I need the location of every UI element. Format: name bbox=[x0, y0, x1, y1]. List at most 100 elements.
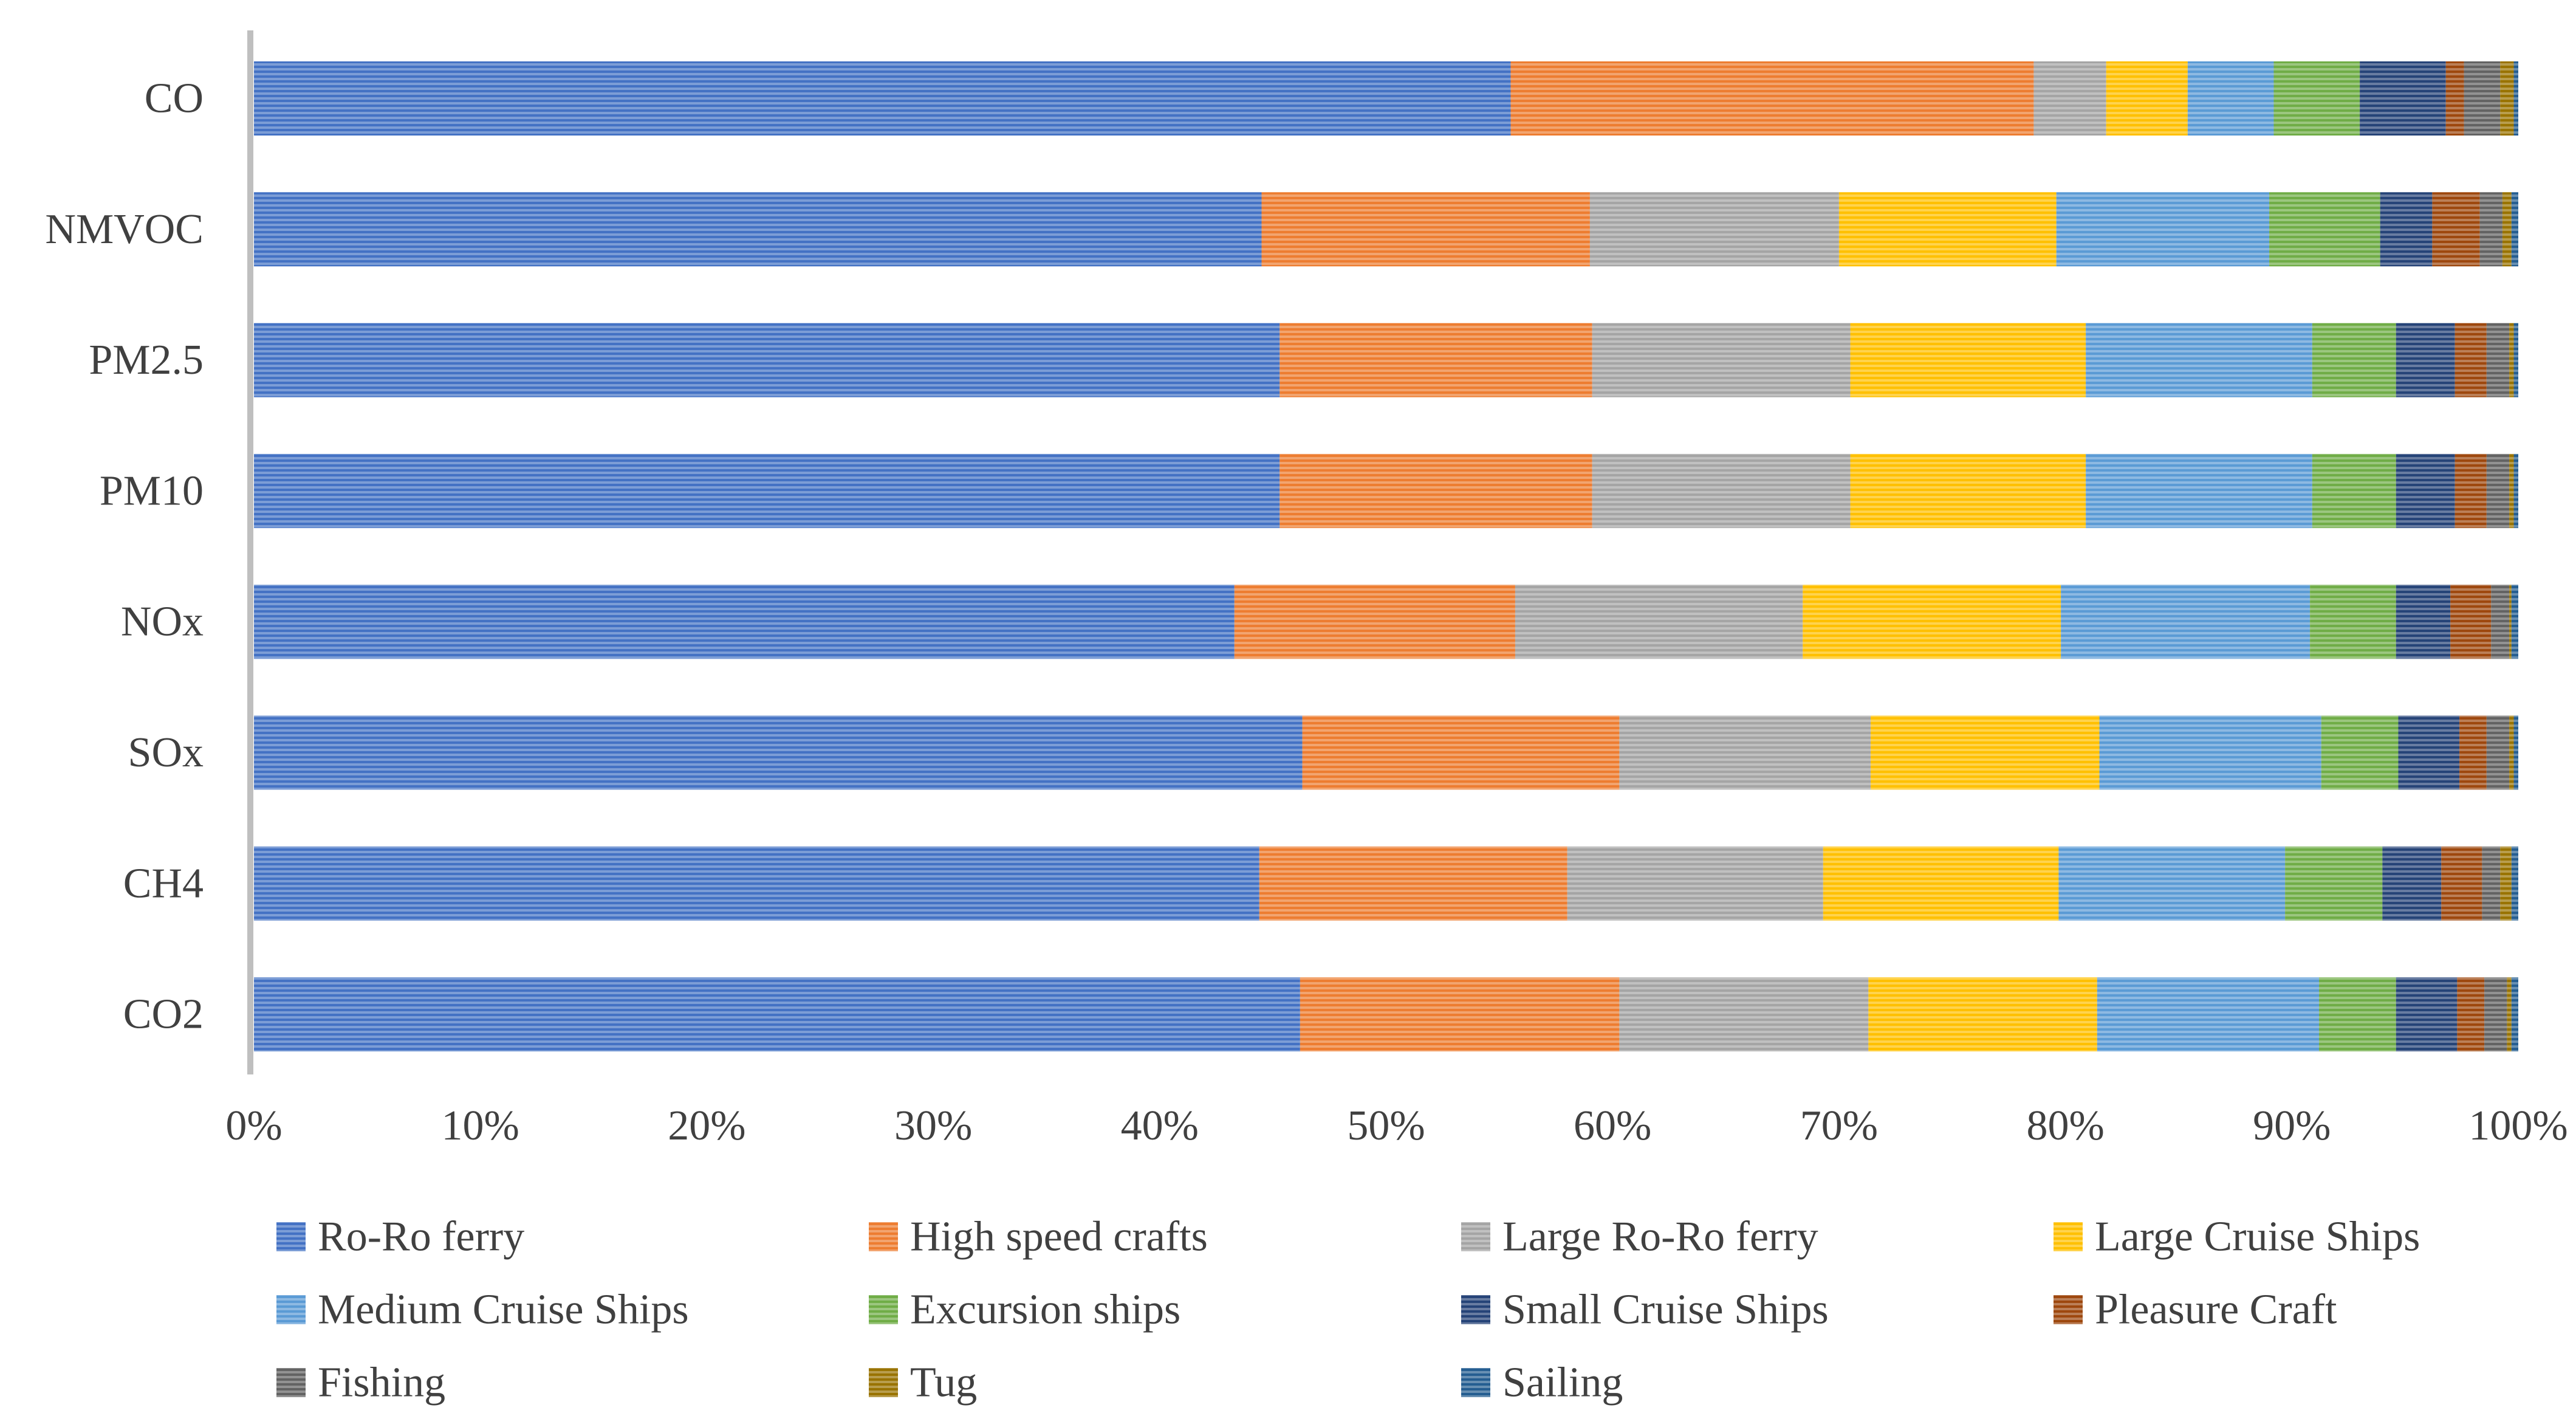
bar-stripes-nmvoc-ro-ro-ferry bbox=[254, 192, 1262, 267]
bar-stripes-co2-small-cruise-ships bbox=[2396, 977, 2458, 1052]
bar-stripes-pm10-large-cruise-ships bbox=[1850, 453, 2086, 528]
bar-stripes-sox-pleasure-craft bbox=[2459, 715, 2487, 790]
bar-stripes-co-small-cruise-ships bbox=[2360, 61, 2446, 136]
bar-stripes-nmvoc-pleasure-craft bbox=[2432, 192, 2480, 267]
category-label-ch4: CH4 bbox=[123, 860, 204, 907]
legend-swatch-stripes-medium-cruise-ships bbox=[276, 1295, 306, 1324]
category-label-pm10: PM10 bbox=[100, 467, 204, 514]
bar-stripes-pm2-5-large-ro-ro-ferry bbox=[1592, 323, 1851, 397]
bar-stripes-co2-sailing bbox=[2511, 977, 2518, 1052]
bar-stripes-sox-ro-ro-ferry bbox=[254, 715, 1303, 790]
bar-stripes-ch4-large-ro-ro-ferry bbox=[1567, 846, 1823, 921]
legend-swatch-stripes-fishing bbox=[276, 1368, 306, 1397]
category-label-co: CO bbox=[145, 75, 204, 122]
x-tick-label-20: 20% bbox=[668, 1102, 745, 1149]
bar-stripes-nox-excursion-ships bbox=[2310, 585, 2396, 659]
bar-stripes-nox-large-cruise-ships bbox=[1803, 585, 2061, 659]
bar-stripes-co2-medium-cruise-ships bbox=[2097, 977, 2320, 1052]
bar-stripes-pm2-5-sailing bbox=[2513, 323, 2518, 397]
bar-stripes-pm2-5-high-speed-crafts bbox=[1279, 323, 1592, 397]
bar-stripes-co-pleasure-craft bbox=[2445, 61, 2464, 136]
legend-label-ro-ro-ferry: Ro-Ro ferry bbox=[318, 1214, 524, 1260]
bar-stripes-ch4-medium-cruise-ships bbox=[2058, 846, 2286, 921]
legend-swatch-stripes-ro-ro-ferry bbox=[276, 1222, 306, 1251]
bar-stripes-pm2-5-medium-cruise-ships bbox=[2086, 323, 2312, 397]
bar-stripes-pm10-ro-ro-ferry bbox=[254, 453, 1280, 528]
bar-stripes-sox-excursion-ships bbox=[2321, 715, 2399, 790]
bar-stripes-co2-pleasure-craft bbox=[2457, 977, 2485, 1052]
bar-stripes-pm10-fishing bbox=[2486, 453, 2510, 528]
bar-stripes-pm10-sailing bbox=[2513, 453, 2518, 528]
legend-label-tug: Tug bbox=[910, 1359, 977, 1406]
bar-stripes-pm10-excursion-ships bbox=[2312, 453, 2396, 528]
bar-stripes-co-large-cruise-ships bbox=[2106, 61, 2188, 136]
category-labels: CO NMVOC PM2.5 PM10 NOx SOx CH4 CO2 bbox=[45, 75, 204, 1038]
legend-swatch-stripes-high-speed-crafts bbox=[869, 1222, 898, 1251]
bar-stripes-pm2-5-large-cruise-ships bbox=[1850, 323, 2086, 397]
bars-layer bbox=[254, 61, 2518, 1052]
bar-stripes-pm2-5-pleasure-craft bbox=[2454, 323, 2487, 397]
bar-stripes-co2-excursion-ships bbox=[2319, 977, 2396, 1052]
category-label-sox: SOx bbox=[128, 729, 204, 776]
bar-stripes-nox-pleasure-craft bbox=[2450, 585, 2492, 659]
bar-stripes-sox-fishing bbox=[2486, 715, 2510, 790]
legend-swatch-stripes-small-cruise-ships bbox=[1461, 1295, 1490, 1324]
bar-stripes-nmvoc-large-cruise-ships bbox=[1838, 192, 2057, 267]
bar-stripes-nox-small-cruise-ships bbox=[2396, 585, 2451, 659]
legend-swatch-stripes-excursion-ships bbox=[869, 1295, 898, 1324]
legend-label-small-cruise-ships: Small Cruise Ships bbox=[1502, 1287, 1829, 1333]
bar-stripes-pm10-pleasure-craft bbox=[2454, 453, 2487, 528]
bar-stripes-co-sailing bbox=[2513, 61, 2518, 136]
bar-stripes-nox-fishing bbox=[2491, 585, 2510, 659]
x-tick-label-90: 90% bbox=[2253, 1102, 2331, 1149]
bar-stripes-ch4-sailing bbox=[2511, 846, 2518, 921]
bar-stripes-pm10-small-cruise-ships bbox=[2396, 453, 2455, 528]
bar-stripes-co-excursion-ships bbox=[2273, 61, 2360, 136]
bar-stripes-ch4-tug bbox=[2500, 846, 2512, 921]
bar-stripes-pm2-5-fishing bbox=[2486, 323, 2510, 397]
bar-stripes-pm10-medium-cruise-ships bbox=[2086, 453, 2312, 528]
legend-label-large-ro-ro-ferry: Large Ro-Ro ferry bbox=[1502, 1214, 1818, 1260]
bar-stripes-co-tug bbox=[2500, 61, 2514, 136]
bar-stripes-nmvoc-high-speed-crafts bbox=[1261, 192, 1590, 267]
bar-stripes-nmvoc-tug bbox=[2502, 192, 2512, 267]
legend-swatch-stripes-pleasure-craft bbox=[2054, 1295, 2083, 1324]
legend: Ro-Ro ferry High speed crafts Large Ro-Ro … bbox=[276, 1214, 2420, 1406]
legend-label-excursion-ships: Excursion ships bbox=[910, 1287, 1180, 1333]
bar-stripes-co-high-speed-crafts bbox=[1510, 61, 2034, 136]
x-tick-label-50: 50% bbox=[1347, 1102, 1425, 1149]
x-tick-label-30: 30% bbox=[894, 1102, 972, 1149]
x-tick-label-100: 100% bbox=[2468, 1102, 2567, 1149]
bar-stripes-pm2-5-ro-ro-ferry bbox=[254, 323, 1280, 397]
bar-stripes-ch4-small-cruise-ships bbox=[2382, 846, 2442, 921]
legend-label-pleasure-craft: Pleasure Craft bbox=[2095, 1287, 2337, 1333]
bar-stripes-pm10-tug bbox=[2509, 453, 2514, 528]
bar-stripes-ch4-large-cruise-ships bbox=[1823, 846, 2059, 921]
bar-stripes-sox-small-cruise-ships bbox=[2398, 715, 2460, 790]
bar-stripes-nox-large-ro-ro-ferry bbox=[1515, 585, 1803, 659]
bar-stripes-nox-ro-ro-ferry bbox=[254, 585, 1235, 659]
bar-stripes-sox-large-ro-ro-ferry bbox=[1619, 715, 1871, 790]
legend-label-medium-cruise-ships: Medium Cruise Ships bbox=[318, 1287, 689, 1333]
bar-stripes-co-ro-ro-ferry bbox=[254, 61, 1511, 136]
bar-stripes-nox-sailing bbox=[2511, 585, 2518, 659]
bar-stripes-ch4-ro-ro-ferry bbox=[254, 846, 1259, 921]
legend-label-high-speed-crafts: High speed crafts bbox=[910, 1214, 1208, 1260]
bar-stripes-ch4-excursion-ships bbox=[2285, 846, 2383, 921]
legend-swatch-stripes-sailing bbox=[1461, 1368, 1490, 1397]
bar-stripes-nmvoc-excursion-ships bbox=[2269, 192, 2380, 267]
x-tick-label-60: 60% bbox=[1574, 1102, 1651, 1149]
x-tick-label-70: 70% bbox=[1800, 1102, 1878, 1149]
bar-stripes-pm2-5-tug bbox=[2509, 323, 2514, 397]
bar-stripes-ch4-pleasure-craft bbox=[2441, 846, 2482, 921]
bar-stripes-nmvoc-large-ro-ro-ferry bbox=[1589, 192, 1839, 267]
bar-stripes-nmvoc-fishing bbox=[2479, 192, 2502, 267]
category-label-nmvoc: NMVOC bbox=[45, 206, 204, 253]
legend-swatch-stripes-tug bbox=[869, 1368, 898, 1397]
category-label-co2: CO2 bbox=[123, 991, 204, 1038]
bar-stripes-ch4-fishing bbox=[2482, 846, 2501, 921]
x-tick-label-0: 0% bbox=[225, 1102, 282, 1149]
bar-stripes-co2-fishing bbox=[2484, 977, 2507, 1052]
bar-stripes-ch4-high-speed-crafts bbox=[1259, 846, 1567, 921]
